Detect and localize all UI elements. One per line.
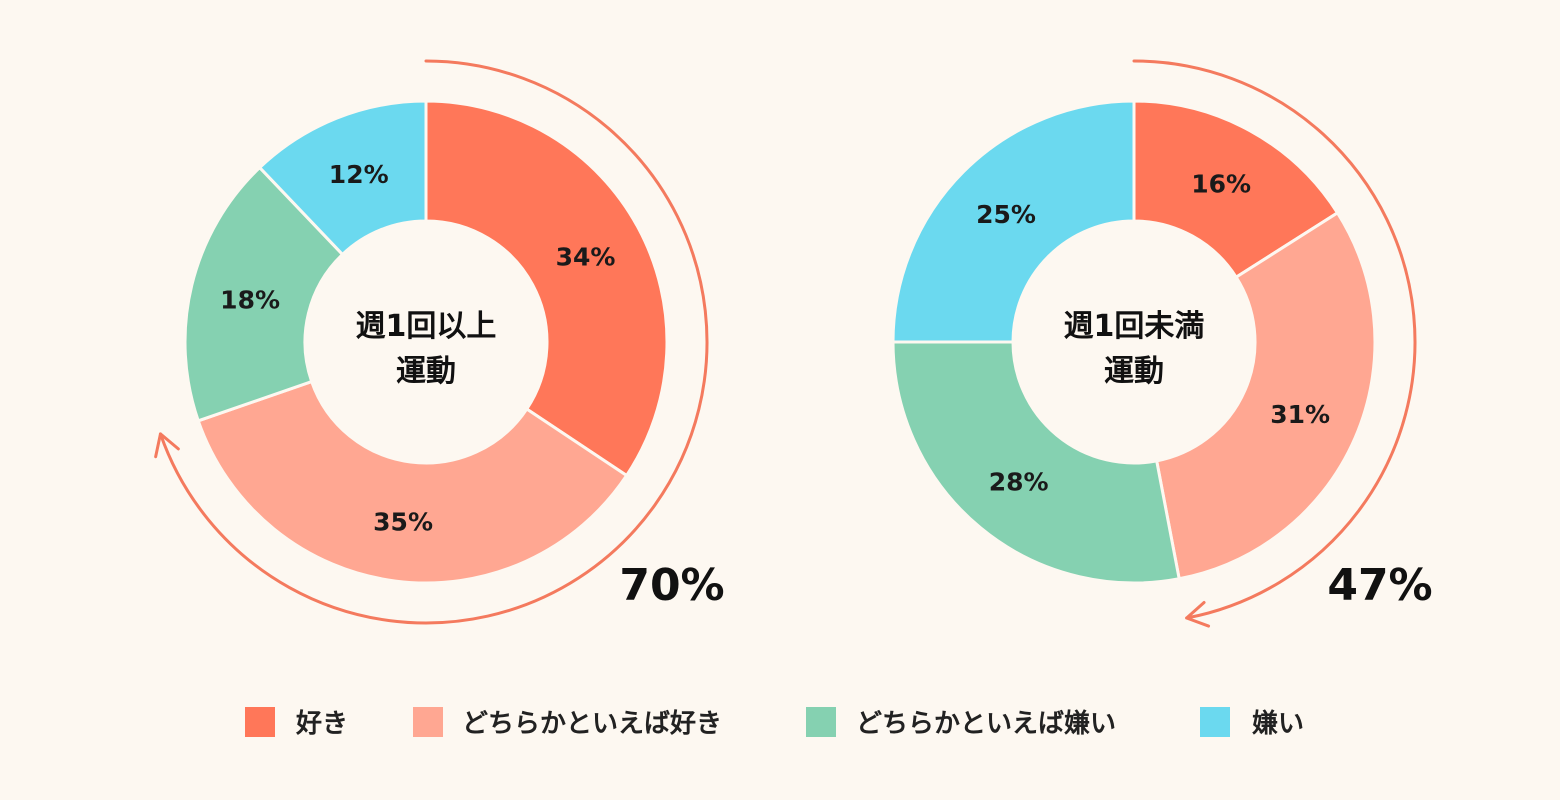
arrowhead-icon [154,432,180,459]
donut-chart-less-than-weekly: 16% 31% 28% 25% 週1回未満 運動 47% [891,59,1433,628]
legend-swatch [245,707,275,737]
legend-swatch [413,707,443,737]
center-label-line-1: 週1回以上 [356,309,497,344]
slice-label: 34% [556,243,616,272]
slice-label: 28% [989,467,1049,496]
slice-like [1132,99,1340,280]
arc-indicator [154,59,709,625]
center-label-line-2: 運動 [396,354,456,389]
legend-swatch [806,707,836,737]
arc-total-label: 47% [1327,560,1432,611]
slice-label: 35% [373,508,433,537]
slice-dislike [891,99,1136,344]
legend-label: 好き [295,709,348,739]
slice-label: 31% [1270,400,1330,429]
arc-line [158,59,709,625]
slice-rather-like [1154,210,1377,581]
slice-label: 12% [329,160,389,189]
legend-label: どちらかといえば好き [462,709,722,739]
slice-label: 25% [976,200,1036,229]
arc-total-label: 70% [619,560,724,611]
slice-label: 18% [220,285,280,314]
legend-item-rather-like: どちらかといえば好き [413,707,722,739]
legend-item-dislike: 嫌い [1200,707,1304,739]
slice-rather-dislike [183,165,345,423]
legend-label: 嫌い [1252,709,1304,739]
arc-indicator [1132,59,1417,628]
legend: 好き どちらかといえば好き どちらかといえば嫌い 嫌い [245,707,1304,739]
legend-label: どちらかといえば嫌い [856,709,1116,739]
slice-rather-like [196,379,629,585]
slice-rather-dislike [891,340,1181,585]
arc-line [1132,59,1417,620]
center-label-line-1: 週1回未満 [1064,309,1205,344]
slice-dislike [257,99,428,257]
arrowhead-icon [1185,600,1211,628]
donut-chart-weekly-or-more: 34% 35% 18% 12% 週1回以上 運動 70% [154,59,725,625]
legend-item-rather-dislike: どちらかといえば嫌い [806,707,1116,739]
center-label-line-2: 運動 [1104,354,1164,389]
slice-like [424,99,669,478]
slice-label: 16% [1191,169,1251,198]
legend-item-like: 好き [245,707,348,739]
legend-swatch [1200,707,1230,737]
